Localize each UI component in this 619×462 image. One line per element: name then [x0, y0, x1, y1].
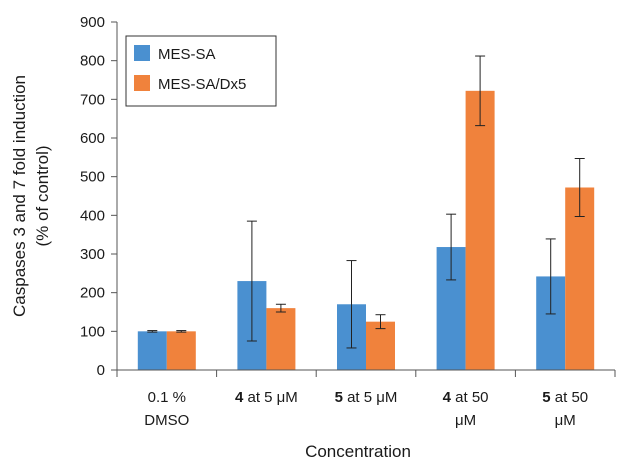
y-tick-label: 500	[80, 169, 105, 186]
y-tick-label: 700	[80, 91, 105, 108]
y-axis-ticks: 0 100 200 300 400 500 600 700 800 900	[80, 14, 117, 379]
legend-swatch	[134, 75, 150, 91]
axes	[116, 22, 615, 371]
x-axis-title: Concentration	[305, 442, 411, 461]
x-axis-ticks: 0.1 % DMSO 4 at 5 μM 5 at 5 μM 4 at 50 μM 5 at…	[116, 370, 616, 429]
bar	[266, 308, 296, 370]
legend-swatch	[134, 45, 150, 61]
y-tick-label: 400	[80, 207, 105, 224]
y-tick-label: 200	[80, 285, 105, 302]
bar	[166, 331, 196, 370]
y-axis-title-line: Caspases 3 and 7 fold induction	[10, 75, 29, 317]
y-axis-title: Caspases 3 and 7 fold induction (% of con…	[10, 75, 52, 317]
x-tick-label: μM	[555, 412, 576, 429]
x-tick-label: 4 at 50	[443, 389, 489, 406]
y-tick-label: 0	[97, 362, 105, 379]
y-tick-label: 600	[80, 130, 105, 147]
bar	[137, 331, 167, 370]
x-tick-label: 4 at 5 μM	[235, 389, 298, 406]
x-tick-label: 5 at 50	[542, 389, 588, 406]
x-tick-label: 5 at 5 μM	[335, 389, 398, 406]
legend-box	[125, 35, 277, 107]
x-tick-label: 0.1 %	[148, 389, 186, 406]
y-axis-title-line: (% of control)	[33, 145, 52, 246]
y-tick-label: 800	[80, 53, 105, 70]
bars	[137, 55, 595, 371]
y-tick-label: 100	[80, 323, 105, 340]
legend-label: MES-SA	[158, 46, 216, 63]
y-tick-label: 900	[80, 14, 105, 31]
x-tick-label: μM	[455, 412, 476, 429]
legend-label: MES-SA/Dx5	[158, 76, 246, 93]
bar	[565, 187, 595, 370]
legend: MES-SA MES-SA/Dx5	[125, 35, 277, 107]
y-tick-label: 300	[80, 246, 105, 263]
bar	[465, 90, 495, 371]
x-tick-label: DMSO	[144, 412, 189, 429]
bar	[366, 321, 395, 370]
